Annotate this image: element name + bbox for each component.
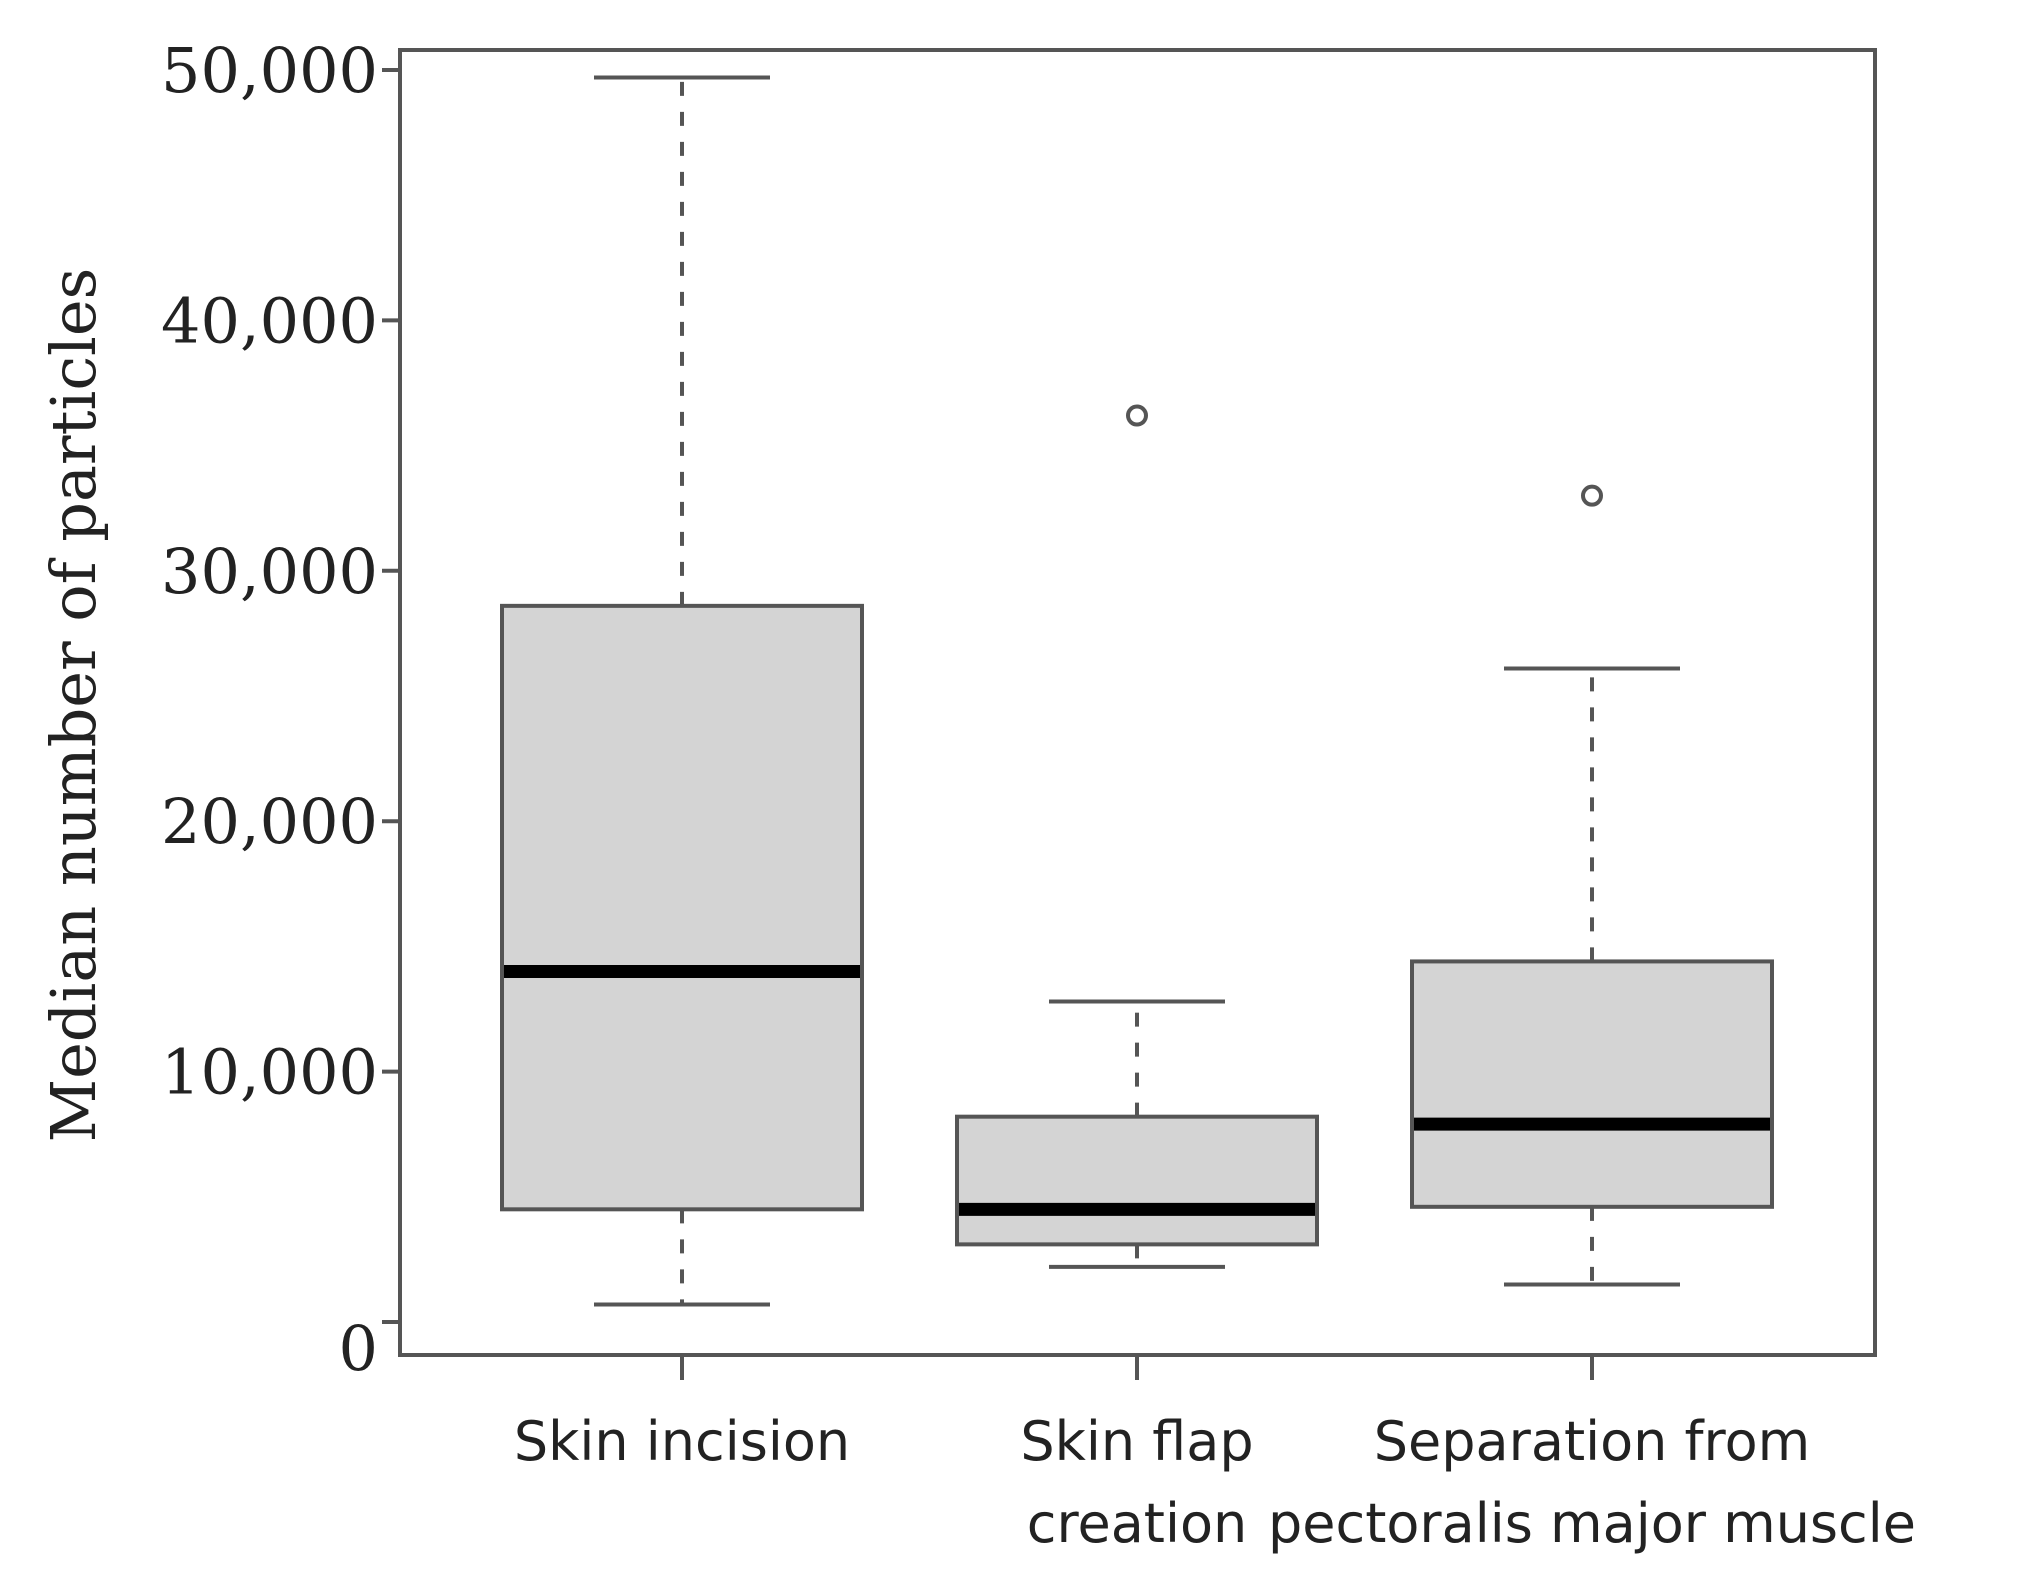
y-tick-label: 40,000 <box>161 284 378 357</box>
iqr-box <box>1410 959 1774 1209</box>
y-tick-label: 50,000 <box>161 34 378 107</box>
y-axis-label: Median number of particles <box>37 268 110 1143</box>
x-tick-label-line: creation <box>1027 1492 1247 1555</box>
x-tick-label: Separation from pectoralis major muscle <box>1268 1410 1916 1555</box>
x-tick-label-line: Skin incision <box>514 1410 850 1473</box>
outlier-point <box>1581 484 1603 507</box>
outlier-point <box>1126 404 1148 427</box>
y-tick-label: 0 <box>339 1312 378 1385</box>
iqr-box <box>955 1114 1319 1247</box>
box-group <box>500 75 864 1307</box>
x-tick-label: Skin incision <box>514 1410 850 1473</box>
y-tick-label: 20,000 <box>161 785 378 858</box>
iqr-box <box>500 603 864 1212</box>
box-group <box>955 404 1319 1269</box>
x-tick-label-line: pectoralis major muscle <box>1268 1492 1916 1555</box>
y-tick-label: 10,000 <box>161 1036 378 1109</box>
x-axis-ticks: Skin incision Skin flap creation Separation… <box>514 1355 1916 1555</box>
x-tick-label-line: Skin flap <box>1020 1410 1253 1473</box>
y-axis-ticks: 0 10,000 20,000 30,000 40,000 50,000 <box>161 34 400 1385</box>
y-tick-label: 30,000 <box>161 535 378 608</box>
x-tick-label-line: Separation from <box>1374 1410 1810 1473</box>
boxes-layer <box>500 75 1774 1307</box>
x-tick-label: Skin flap creation <box>1020 1410 1253 1555</box>
box-group <box>1410 484 1774 1287</box>
